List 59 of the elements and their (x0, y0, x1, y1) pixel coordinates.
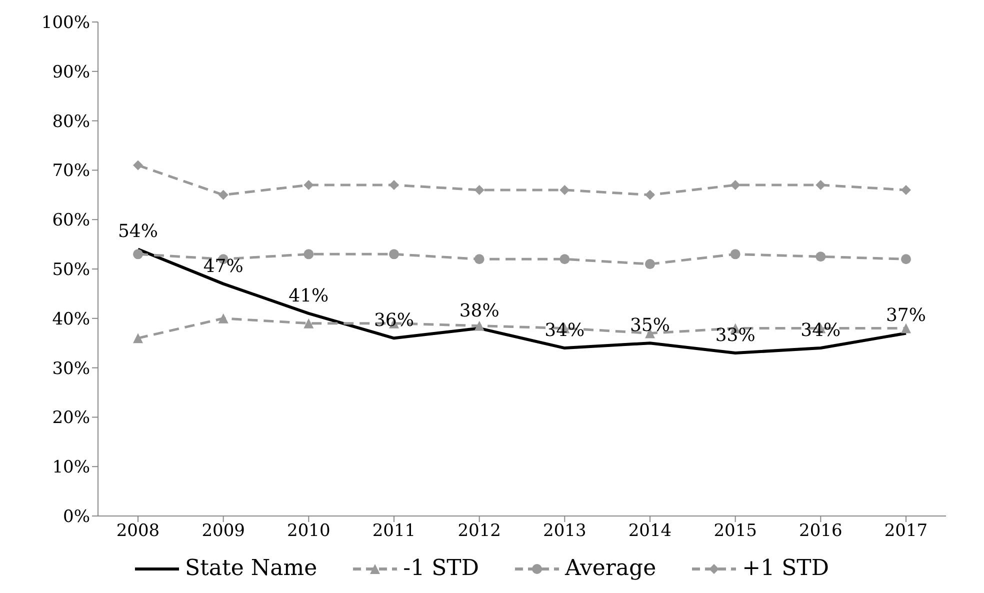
point (389, 180, 399, 190)
point (389, 249, 399, 260)
data-label: 41% (288, 285, 329, 306)
point (133, 333, 143, 344)
point (901, 184, 911, 195)
x-tick-label: 2016 (799, 521, 842, 542)
y-tick-label: 100% (41, 13, 90, 34)
legend-label: Average (564, 556, 656, 581)
x-tick-label: 2008 (116, 521, 160, 542)
point (474, 184, 484, 195)
point (133, 249, 143, 260)
point (560, 254, 570, 264)
y-tick-label: 40% (52, 309, 90, 330)
point (304, 318, 314, 328)
point (474, 254, 484, 264)
point (730, 180, 740, 190)
point (730, 249, 740, 260)
point (816, 180, 826, 190)
x-tick-label: 2017 (884, 521, 928, 542)
y-tick-label: 30% (52, 358, 90, 379)
x-tick-label: 2010 (287, 521, 330, 542)
y-tick-label: 90% (52, 62, 90, 82)
point (816, 252, 826, 262)
point (645, 190, 655, 200)
data-label: 34% (544, 320, 585, 342)
point (901, 254, 911, 264)
data-label: 38% (459, 300, 500, 322)
x-tick-label: 2015 (714, 521, 757, 542)
legend-label: +1 STD (742, 556, 829, 581)
point (560, 184, 570, 195)
point (304, 180, 314, 190)
y-tick-label: 50% (52, 260, 90, 280)
x-tick-label: 2009 (202, 521, 245, 542)
y-tick-label: 70% (52, 161, 90, 182)
y-tick-label: 80% (52, 112, 90, 132)
y-tick-label: 20% (52, 408, 90, 428)
y-tick-label: 0% (63, 507, 90, 528)
data-label: 47% (203, 256, 244, 277)
data-label: 33% (715, 324, 756, 346)
data-label: 37% (886, 305, 926, 326)
x-tick-label: 2013 (543, 521, 586, 542)
legend-label: State Name (185, 556, 318, 581)
data-label: 35% (630, 315, 670, 336)
y-tick-label: 10% (52, 458, 90, 478)
point (218, 190, 228, 200)
x-tick-label: 2011 (372, 521, 416, 542)
point (133, 160, 143, 170)
point (304, 249, 314, 260)
data-label: 36% (374, 310, 414, 332)
data-label: 34% (800, 320, 841, 342)
point (901, 323, 911, 334)
x-tick-label: 2012 (458, 521, 501, 542)
y-tick-label: 60% (52, 210, 90, 231)
data-label: 54% (118, 221, 158, 242)
point (645, 259, 655, 270)
legend-label: -1 STD (403, 556, 479, 581)
point (218, 313, 228, 324)
x-tick-label: 2014 (628, 521, 672, 542)
point (474, 320, 484, 331)
